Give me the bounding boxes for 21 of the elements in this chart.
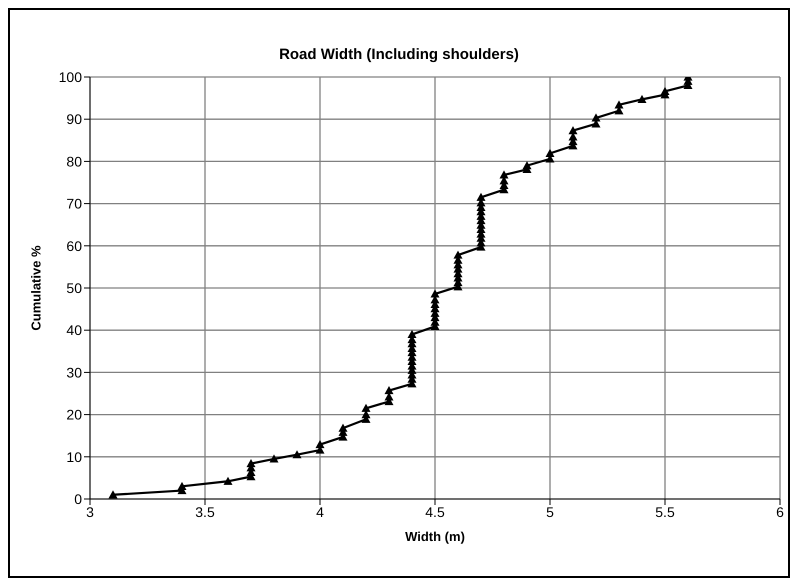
y-tick-label: 20 [66, 406, 82, 423]
x-tick-label: 4 [316, 504, 324, 520]
y-tick-label: 100 [58, 68, 82, 85]
y-tick-label: 10 [66, 448, 82, 465]
y-tick-label: 0 [74, 490, 82, 507]
x-tick-label: 6 [776, 504, 784, 520]
x-tick-label: 4.5 [425, 504, 445, 520]
y-tick-label: 70 [66, 196, 82, 212]
x-tick-label: 3 [86, 504, 94, 520]
x-tick-label: 5.5 [655, 504, 675, 520]
x-axis-title: Width (m) [405, 529, 465, 544]
y-tick-label: 40 [66, 322, 82, 338]
y-tick-label: 50 [66, 280, 82, 296]
x-tick-label: 5 [546, 504, 554, 520]
chart-title: Road Width (Including shoulders) [278, 46, 520, 63]
y-tick-label: 60 [66, 238, 82, 254]
y-tick-label: 30 [66, 364, 82, 380]
x-tick-label: 3.5 [195, 504, 215, 520]
y-axis-title: Cumulative % [28, 244, 44, 331]
y-tick-label: 80 [66, 153, 82, 170]
y-tick-label: 90 [66, 111, 82, 128]
